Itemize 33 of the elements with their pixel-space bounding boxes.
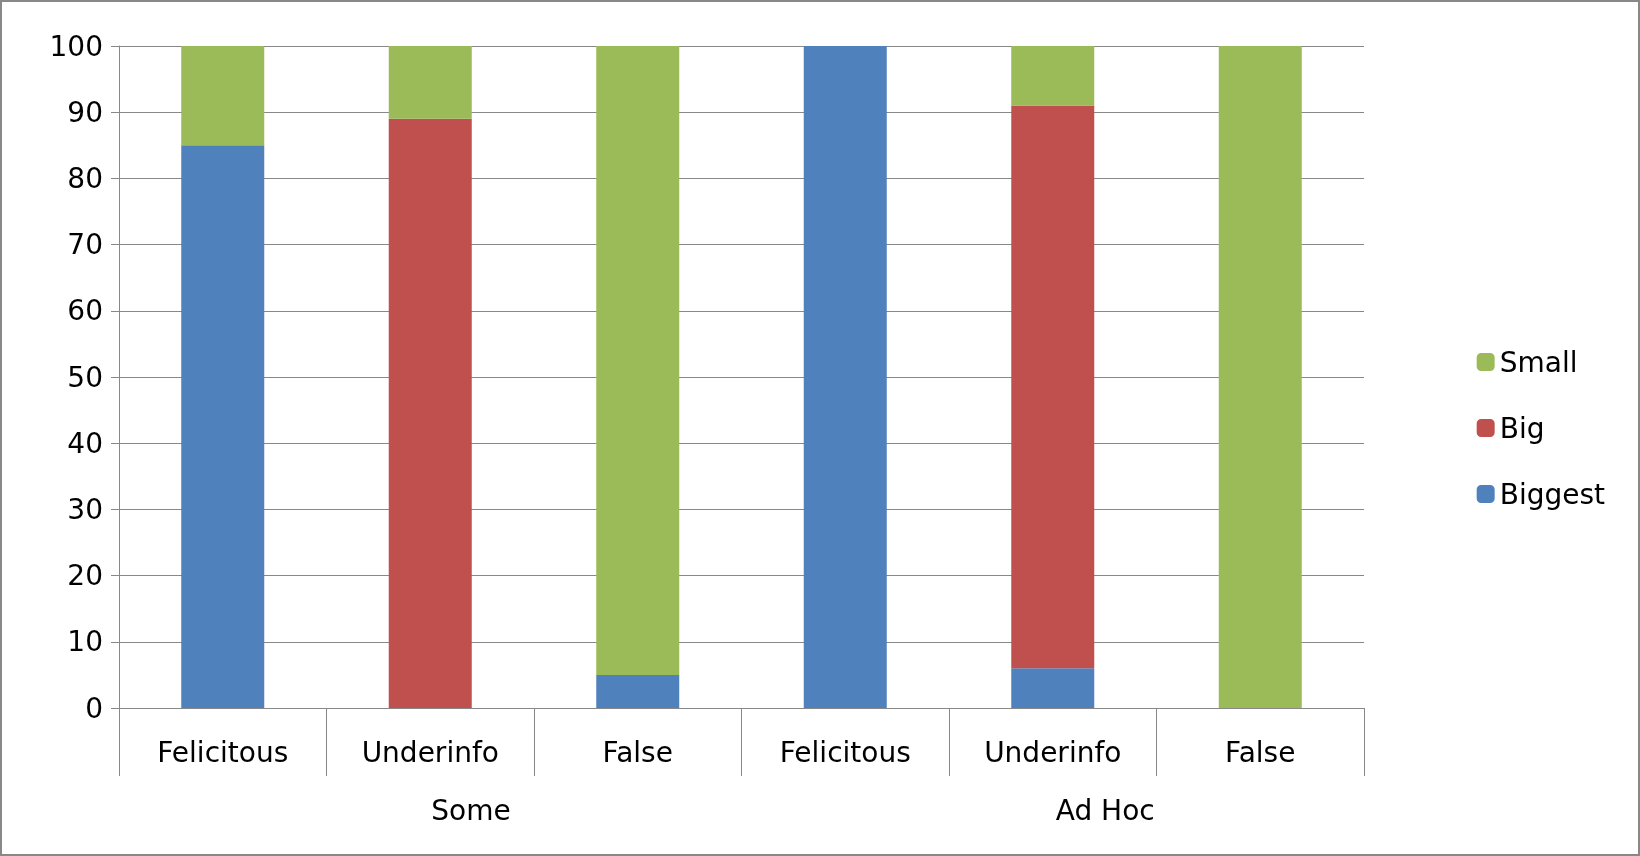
bar [1011, 46, 1095, 106]
x-tick-label: Underinfo [984, 735, 1122, 769]
y-tick-label: 10 [67, 625, 103, 659]
x-tick-label: Felicitous [779, 735, 911, 769]
bar [388, 46, 472, 119]
text: Ad Hoc [1055, 793, 1155, 827]
legend-label: Big [1499, 411, 1545, 445]
y-tick-label: 20 [67, 559, 103, 593]
y-tick-label: 30 [67, 492, 103, 526]
x-tick-label: Underinfo [361, 735, 499, 769]
x-tick-label: False [602, 735, 673, 769]
text: Some [431, 793, 511, 827]
y-tick-label: 90 [67, 95, 103, 129]
y-tick-label: 50 [67, 360, 103, 394]
y-tick-label: 100 [49, 29, 103, 63]
x-tick-label: False [1225, 735, 1296, 769]
legend-label: Biggest [1499, 477, 1606, 511]
bar [1218, 46, 1302, 708]
y-tick-label: 60 [67, 294, 103, 328]
bar [1011, 105, 1095, 669]
bar [596, 674, 680, 708]
y-tick-label: 0 [85, 691, 103, 725]
bar [596, 46, 680, 675]
bar [388, 118, 472, 708]
y-tick-label: 80 [67, 161, 103, 195]
bar [1011, 668, 1095, 708]
bar [181, 46, 265, 146]
y-tick-label: 70 [67, 228, 103, 262]
y-tick-label: 40 [67, 426, 103, 460]
bar [181, 145, 265, 708]
x-tick-label: Felicitous [157, 735, 289, 769]
bar [803, 46, 887, 708]
legend-label: Small [1499, 345, 1578, 379]
